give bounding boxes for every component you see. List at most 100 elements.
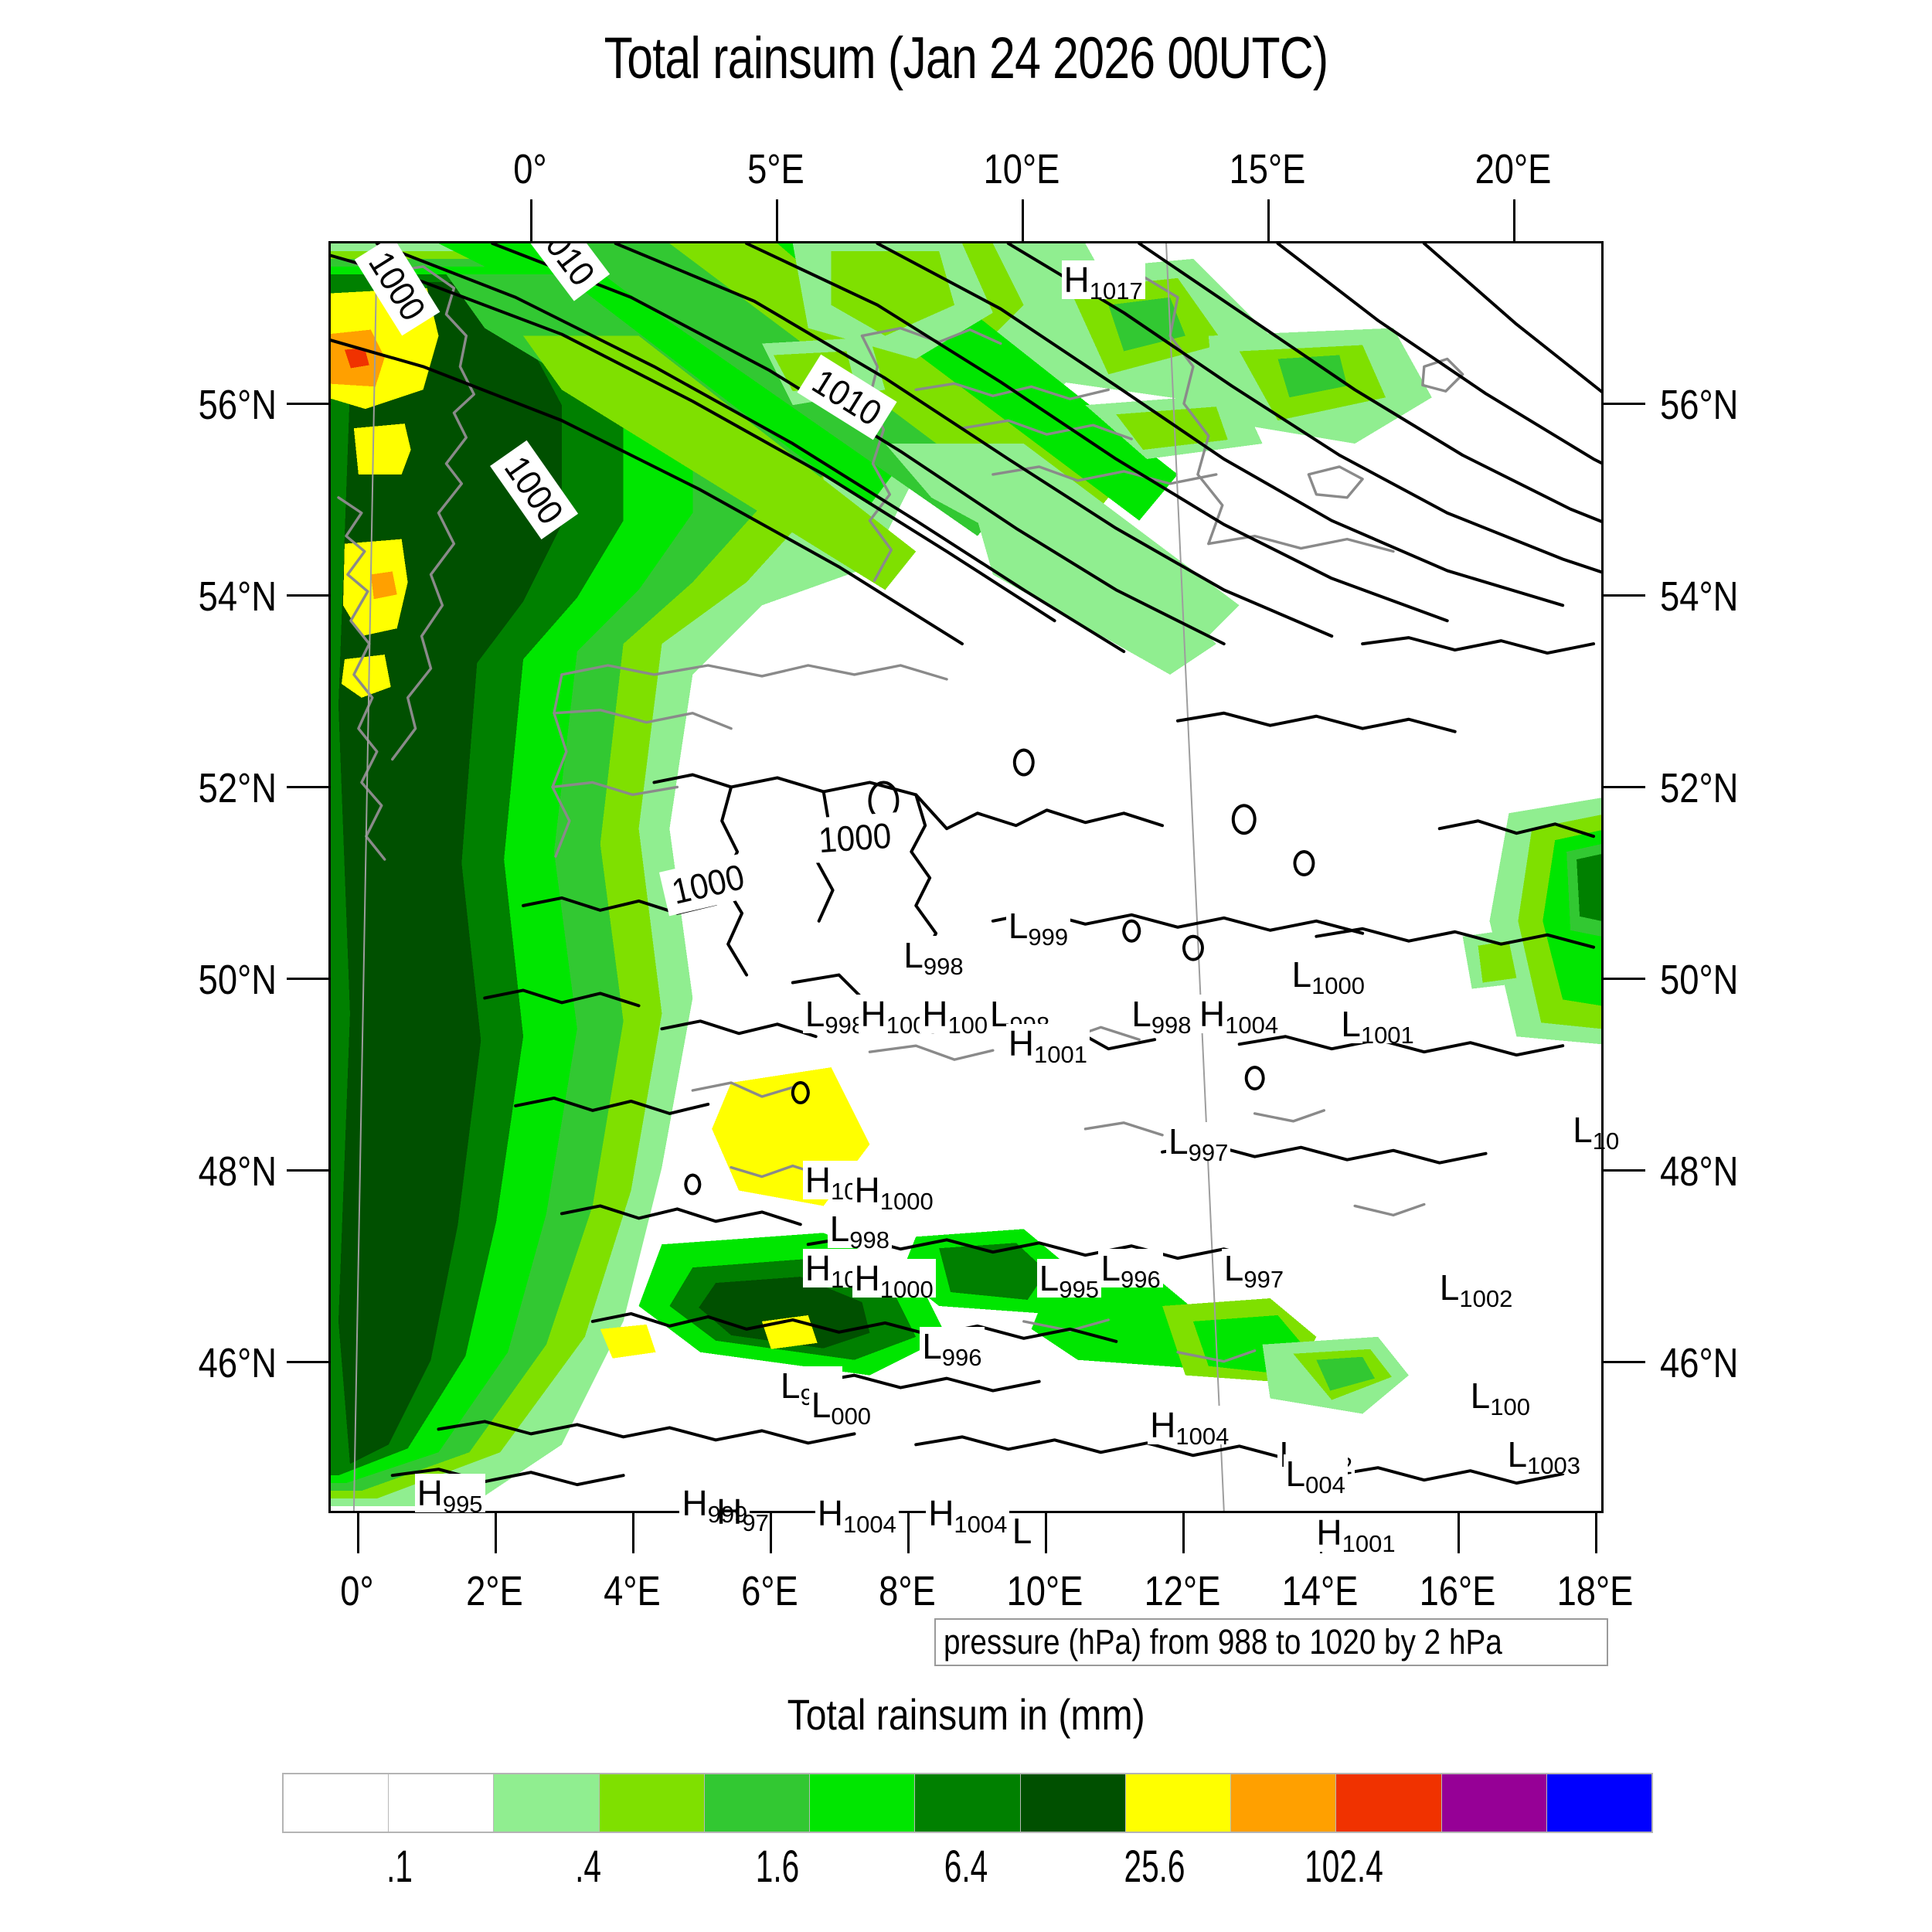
pressure-center-letter: L	[804, 993, 825, 1034]
pressure-center-letter: H	[804, 1160, 831, 1201]
colorbar-segment[interactable]	[914, 1774, 1020, 1832]
pressure-center-value: 1000	[879, 1187, 934, 1215]
tick-bottom	[1458, 1513, 1460, 1553]
colorbar-segment[interactable]	[809, 1774, 915, 1832]
tick-top	[1022, 199, 1024, 241]
colorbar[interactable]	[282, 1773, 1653, 1833]
tick-left	[287, 403, 328, 405]
axis-label-bottom: 2°E	[466, 1568, 523, 1614]
colorbar-segment[interactable]	[493, 1774, 599, 1832]
low-pressure-marker: L000	[808, 1385, 874, 1428]
pressure-center-letter: L	[903, 934, 923, 975]
pressure-center-letter: H	[417, 1473, 443, 1514]
tick-top	[776, 199, 778, 241]
tick-left	[287, 786, 328, 788]
pressure-center-value: 1004	[1225, 1011, 1279, 1039]
map-canvas	[331, 243, 1601, 1511]
pressure-center-letter: H	[1316, 1512, 1342, 1553]
high-pressure-marker: H1000	[852, 1258, 936, 1301]
colorbar-tick-label: .1	[386, 1842, 413, 1892]
pressure-center-value: 1004	[1175, 1422, 1230, 1450]
colorbar-segment[interactable]	[1335, 1774, 1441, 1832]
axis-label-bottom: 16°E	[1419, 1568, 1496, 1614]
axis-label-right: 52°N	[1660, 765, 1739, 811]
axis-label-top: 10°E	[983, 146, 1060, 192]
colorbar-segment[interactable]	[1019, 1774, 1125, 1832]
pressure-center-value: 1000	[879, 1275, 934, 1303]
pressure-center-letter: H	[716, 1491, 743, 1532]
axis-label-bottom: 8°E	[879, 1568, 936, 1614]
low-pressure-marker: L1001	[1338, 1004, 1417, 1047]
map-panel[interactable]: 1000 1010 1010 1000 1000 1000	[328, 241, 1604, 1513]
pressure-center-value: 1003	[1527, 1451, 1581, 1479]
tick-top	[1513, 199, 1515, 241]
axis-label-top: 5°E	[747, 146, 804, 192]
high-pressure-marker: H1004	[815, 1492, 899, 1536]
high-pressure-marker: H1004	[1196, 994, 1281, 1037]
axis-label-left: 46°N	[198, 1340, 277, 1386]
pressure-center-letter: H	[854, 1169, 880, 1210]
pressure-center-value: 1004	[842, 1510, 896, 1538]
pressure-center-value: 1001	[1342, 1530, 1396, 1557]
contour-label: 1000	[808, 812, 902, 863]
pressure-center-value: 995	[442, 1491, 483, 1519]
low-pressure-marker: L996	[1098, 1248, 1163, 1291]
pressure-center-value: 996	[1120, 1266, 1161, 1294]
colorbar-tick-label: 6.4	[944, 1842, 988, 1892]
pressure-center-letter: L	[1008, 905, 1029, 946]
high-pressure-marker: H1017	[1061, 260, 1145, 303]
tick-right	[1604, 1361, 1645, 1363]
axis-label-bottom: 6°E	[741, 1568, 798, 1614]
pressure-center-letter: L	[922, 1326, 942, 1367]
pressure-center-letter: L	[1439, 1267, 1460, 1308]
pressure-center-value: 1001	[1360, 1021, 1414, 1049]
pressure-center-letter: H	[928, 1492, 954, 1533]
tick-left	[287, 1169, 328, 1172]
tick-right	[1604, 403, 1645, 405]
axis-label-left: 56°N	[198, 382, 277, 428]
colorbar-segment[interactable]	[1440, 1774, 1546, 1832]
colorbar-segment[interactable]	[1230, 1774, 1336, 1832]
pressure-center-value: 100	[1490, 1393, 1530, 1420]
pressure-center-value: 1017	[1089, 277, 1143, 305]
pressure-center-value: 1002	[1459, 1285, 1513, 1313]
tick-bottom	[770, 1513, 772, 1553]
colorbar-segment[interactable]	[703, 1774, 810, 1832]
colorbar-segment[interactable]	[598, 1774, 704, 1832]
axis-label-bottom: 14°E	[1281, 1568, 1359, 1614]
colorbar-segment[interactable]	[284, 1774, 389, 1832]
low-pressure-marker: L100	[1468, 1375, 1532, 1419]
low-pressure-marker: L1000	[1289, 954, 1368, 998]
colorbar-segment[interactable]	[1124, 1774, 1231, 1832]
pressure-center-letter: L	[1470, 1375, 1491, 1416]
low-pressure-marker: L996	[920, 1326, 985, 1369]
pressure-center-value: 997	[1243, 1266, 1284, 1294]
pressure-center-value: 000	[831, 1403, 872, 1430]
pressure-center-letter: L	[1291, 954, 1312, 995]
pressure-center-letter: H	[817, 1492, 843, 1533]
high-pressure-marker: H1004	[926, 1492, 1010, 1536]
low-pressure-marker: L997	[1166, 1121, 1231, 1165]
tick-left	[287, 1361, 328, 1363]
pressure-center-value: 998	[923, 952, 964, 980]
pressure-center-value: 1000	[1311, 972, 1366, 1000]
pressure-center-letter: L	[811, 1385, 832, 1426]
pressure-center-letter: L	[1285, 1454, 1306, 1495]
colorbar-segment[interactable]	[1546, 1774, 1652, 1832]
axis-label-bottom: 12°E	[1144, 1568, 1221, 1614]
low-pressure-marker: L997	[1221, 1249, 1287, 1291]
low-pressure-marker: L998	[827, 1209, 892, 1252]
pressure-center-value: 997	[1188, 1138, 1229, 1166]
pressure-center-value: 998	[825, 1011, 866, 1039]
pressure-center-letter: H	[1008, 1022, 1035, 1063]
colorbar-segment[interactable]	[388, 1774, 494, 1832]
low-pressure-marker: L	[1012, 1513, 1032, 1549]
low-pressure-marker: L004	[1283, 1454, 1348, 1497]
high-pressure-marker: H100	[920, 994, 991, 1037]
pressure-center-letter: L	[1100, 1248, 1121, 1289]
high-pressure-marker: H1004	[1148, 1405, 1232, 1448]
low-pressure-marker: L998	[802, 993, 868, 1037]
high-pressure-marker: H1001	[1005, 1022, 1090, 1066]
pressure-center-letter: H	[1063, 260, 1090, 301]
axis-label-right: 54°N	[1660, 573, 1739, 620]
